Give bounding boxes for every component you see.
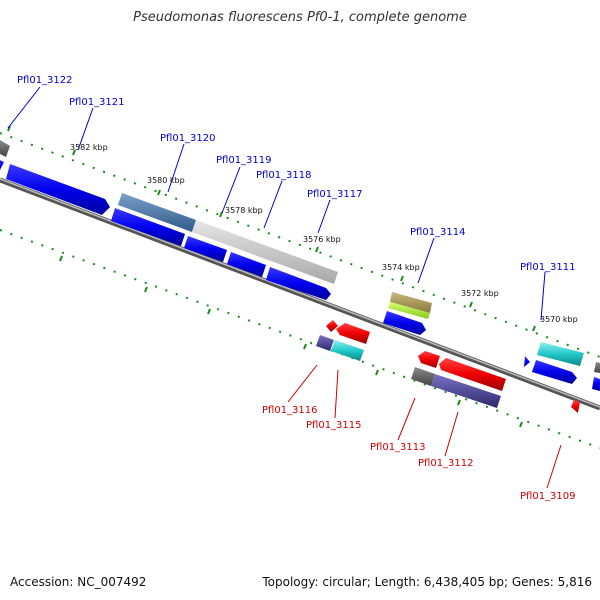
gene-pfl01-3109-feature[interactable]	[571, 400, 580, 413]
gene-blue-d[interactable]	[383, 311, 426, 335]
gene-label-pfl01-3113[interactable]: Pfl01_3113	[370, 442, 426, 453]
gene-pfl01-3115-feature[interactable]	[331, 340, 364, 361]
gene-label-pfl01-3112[interactable]: Pfl01_3112	[418, 458, 474, 469]
tick-label: 3572 kbp	[461, 289, 499, 298]
gene-blue-c[interactable]	[227, 252, 266, 277]
gene-label-pfl01-3120[interactable]: Pfl01_3120	[160, 133, 216, 144]
gene-pfl01-3112-feature[interactable]	[431, 374, 501, 408]
tick-label: 3574 kbp	[382, 263, 420, 272]
reverse-leaders	[287, 364, 562, 489]
gene-pfl01-3120-feature[interactable]	[118, 193, 196, 232]
tick-label: 3582 kbp	[70, 143, 108, 152]
gene-label-pfl01-3114[interactable]: Pfl01_3114	[410, 227, 466, 238]
tick-label: 3580 kbp	[147, 176, 185, 185]
genome-summary-text: Topology: circular; Length: 6,438,405 bp…	[262, 575, 592, 589]
gene-label-pfl01-3111[interactable]: Pfl01_3111	[520, 262, 576, 273]
gene-pfl01-3113-feature[interactable]	[411, 367, 435, 386]
gene-pfl01-3111-feature[interactable]	[537, 342, 584, 366]
gene-blue-edge[interactable]	[592, 377, 600, 391]
gene-pfl01-3114-olive[interactable]	[390, 292, 432, 313]
gene-blue-e[interactable]	[532, 360, 577, 384]
gene-pfl01-3116-feature[interactable]	[316, 335, 334, 351]
inner-dotted-track	[0, 229, 600, 449]
map-title: Pseudomonas fluorescens Pf0-1, complete …	[133, 10, 467, 25]
gene-label-pfl01-3119[interactable]: Pfl01_3119	[216, 155, 272, 166]
gene-red-a[interactable]	[336, 323, 370, 344]
gene-red-small[interactable]	[326, 320, 338, 332]
gene-blue-b[interactable]	[184, 236, 227, 262]
outer-tick-track	[0, 132, 600, 358]
gene-pfl01-3121-feature[interactable]	[6, 164, 110, 215]
gene-red-b[interactable]	[418, 351, 440, 368]
lower-ticks	[59, 255, 523, 428]
gene-label-pfl01-3109[interactable]: Pfl01_3109	[520, 491, 576, 502]
gene-blue-small[interactable]	[524, 356, 530, 367]
feature-grey-start[interactable]	[0, 140, 10, 157]
genome-backbone	[0, 177, 600, 411]
gene-label-pfl01-3121[interactable]: Pfl01_3121	[69, 97, 125, 108]
forward-leaders	[7, 86, 546, 321]
gene-label-pfl01-3115[interactable]: Pfl01_3115	[306, 420, 362, 431]
accession-text: Accession: NC_007492	[10, 575, 147, 589]
gene-label-pfl01-3117[interactable]: Pfl01_3117	[307, 189, 363, 200]
gene-pfl01-3122-feature[interactable]	[0, 160, 4, 170]
gene-pfl01-3117-feature[interactable]	[266, 267, 331, 300]
tick-label: 3578 kbp	[225, 206, 263, 215]
gene-pfl01-3119-feature[interactable]	[111, 208, 185, 246]
gene-label-pfl01-3118[interactable]: Pfl01_3118	[256, 170, 312, 181]
tick-label: 3576 kbp	[303, 235, 341, 244]
gene-label-pfl01-3122[interactable]: Pfl01_3122	[17, 75, 73, 86]
gene-label-pfl01-3116[interactable]: Pfl01_3116	[262, 405, 318, 416]
gene-red-c[interactable]	[439, 358, 506, 391]
gene-pfl01-3118-feature[interactable]	[192, 220, 338, 284]
gene-pfl01-3114-lime[interactable]	[388, 302, 430, 319]
tick-label: 3570 kbp	[540, 315, 578, 324]
feature-grey-edge[interactable]	[594, 362, 600, 373]
